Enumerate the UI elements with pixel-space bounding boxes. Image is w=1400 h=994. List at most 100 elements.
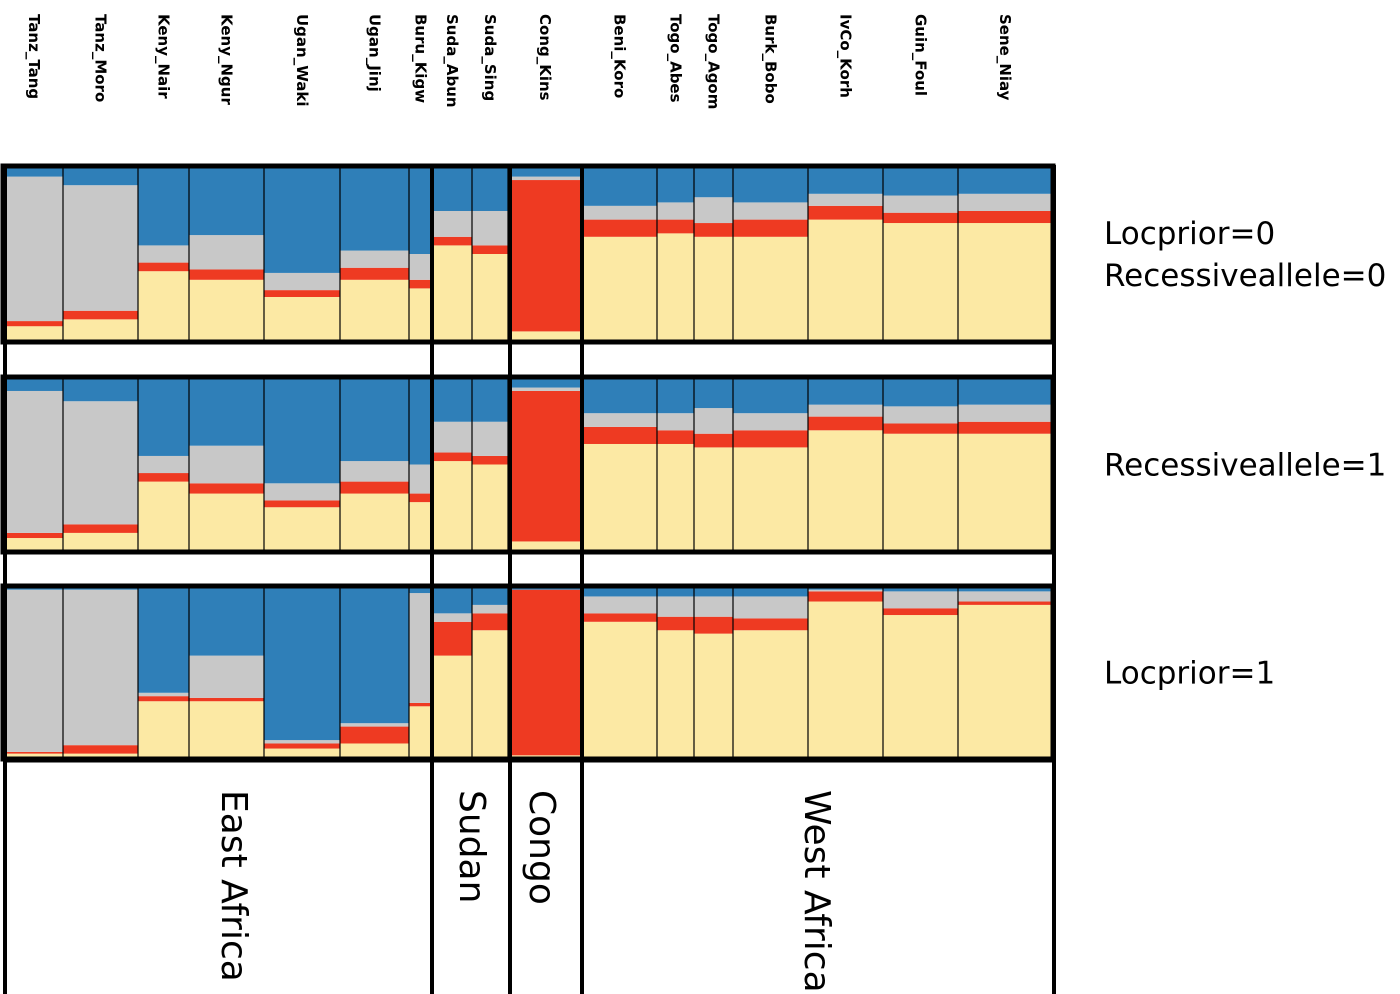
ancestry-bar-red xyxy=(340,481,409,494)
ancestry-bar-blue xyxy=(808,168,883,194)
panel-label: Locprior=1 xyxy=(1104,656,1275,692)
ancestry-bar-blue xyxy=(657,168,694,203)
ancestry-bar-red xyxy=(883,608,958,616)
ancestry-bar-blue xyxy=(808,379,883,405)
ancestry-bar-red xyxy=(189,269,264,280)
ancestry-bar-grey xyxy=(472,211,508,246)
ancestry-bar-grey xyxy=(883,406,958,424)
ancestry-bar-grey xyxy=(694,408,733,434)
ancestry-bar-red xyxy=(432,621,472,656)
population-label: Suda_Abun xyxy=(443,14,461,108)
ancestry-bar-grey xyxy=(340,723,409,727)
population-label: Sene_Niay xyxy=(996,14,1014,101)
ancestry-bar-grey xyxy=(694,596,733,617)
ancestry-bar-blue xyxy=(340,168,409,251)
ancestry-bar-blue xyxy=(472,588,508,605)
ancestry-bar-red xyxy=(138,473,189,482)
ancestry-bar-yellow xyxy=(657,630,694,757)
ancestry-bar-red xyxy=(189,483,264,494)
ancestry-bar-blue xyxy=(883,379,958,407)
population-label: Buru_Kigw xyxy=(412,14,430,103)
ancestry-bar-red xyxy=(472,455,508,465)
population-label: Keny_Ngur xyxy=(218,14,236,105)
ancestry-bar-blue xyxy=(432,379,472,422)
ancestry-bar-yellow xyxy=(264,748,340,757)
ancestry-bar-yellow xyxy=(733,630,808,757)
ancestry-bar-yellow xyxy=(138,701,189,757)
ancestry-bar-red xyxy=(508,390,582,542)
ancestry-bar-yellow xyxy=(432,245,472,340)
ancestry-bar-blue xyxy=(264,168,340,273)
ancestry-bar-grey xyxy=(472,604,508,614)
ancestry-bar-blue xyxy=(409,168,432,254)
ancestry-bar-red xyxy=(883,212,958,224)
ancestry-bar-red xyxy=(883,423,958,434)
ancestry-bar-yellow xyxy=(694,236,733,340)
ancestry-bar-yellow xyxy=(808,601,883,757)
ancestry-bar-grey xyxy=(958,591,1052,602)
ancestry-bar-yellow xyxy=(733,236,808,340)
ancestry-bar-yellow xyxy=(432,655,472,757)
ancestry-bar-grey xyxy=(657,202,694,220)
ancestry-bar-blue xyxy=(340,379,409,462)
ancestry-bar-grey xyxy=(189,445,264,484)
ancestry-bar-grey xyxy=(264,272,340,291)
ancestry-bar-yellow xyxy=(189,279,264,340)
ancestry-bar-blue xyxy=(472,168,508,211)
ancestry-bar-blue xyxy=(189,168,264,236)
ancestry-bar-yellow xyxy=(657,233,694,340)
ancestry-bar-grey xyxy=(63,401,138,525)
ancestry-bar-blue xyxy=(883,168,958,196)
ancestry-bar-yellow xyxy=(733,447,808,550)
ancestry-bar-yellow xyxy=(340,743,409,757)
ancestry-bar-red xyxy=(958,421,1052,434)
ancestry-bar-blue xyxy=(264,588,340,741)
ancestry-bar-yellow xyxy=(264,507,340,550)
ancestry-bar-red xyxy=(5,532,63,539)
ancestry-bar-yellow xyxy=(508,541,582,550)
ancestry-bar-red xyxy=(657,430,694,444)
ancestry-bar-red xyxy=(808,205,883,220)
region-label: Sudan xyxy=(451,790,492,903)
ancestry-bar-red xyxy=(508,589,582,756)
ancestry-bar-yellow xyxy=(808,219,883,340)
ancestry-bar-blue xyxy=(733,379,808,414)
ancestry-bar-grey xyxy=(189,655,264,698)
ancestry-bar-red xyxy=(808,416,883,431)
ancestry-bar-grey xyxy=(733,596,808,619)
ancestry-bar-grey xyxy=(63,185,138,311)
ancestry-bar-grey xyxy=(340,250,409,268)
ancestry-bar-red xyxy=(733,219,808,237)
ancestry-bar-red xyxy=(63,524,138,533)
ancestry-bar-grey xyxy=(582,596,657,614)
ancestry-bar-red xyxy=(808,591,883,602)
ancestry-bar-grey xyxy=(264,483,340,501)
ancestry-bar-yellow xyxy=(582,443,657,550)
ancestry-bar-yellow xyxy=(472,630,508,757)
ancestry-bar-red xyxy=(582,219,657,237)
ancestry-bar-grey xyxy=(432,421,472,453)
ancestry-bar-grey xyxy=(5,176,63,322)
panel-label: Recessiveallele=1 xyxy=(1104,448,1386,484)
ancestry-bar-red xyxy=(138,262,189,272)
ancestry-bar-yellow xyxy=(5,538,63,550)
ancestry-bar-red xyxy=(63,745,138,754)
ancestry-bar-yellow xyxy=(883,433,958,550)
ancestry-bar-red xyxy=(472,613,508,631)
ancestry-bar-yellow xyxy=(958,604,1052,757)
ancestry-bar-yellow xyxy=(409,706,432,757)
ancestry-bar-red xyxy=(63,310,138,320)
ancestry-bar-red xyxy=(264,500,340,508)
ancestry-bar-blue xyxy=(472,379,508,422)
ancestry-bar-yellow xyxy=(63,319,138,340)
ancestry-bar-blue xyxy=(189,379,264,446)
ancestry-bar-yellow xyxy=(340,279,409,340)
ancestry-bar-yellow xyxy=(340,493,409,550)
ancestry-bar-red xyxy=(958,211,1052,224)
ancestry-bar-blue xyxy=(958,379,1052,405)
ancestry-bar-yellow xyxy=(138,481,189,550)
ancestry-bar-red xyxy=(340,267,409,280)
ancestry-bar-grey xyxy=(409,254,432,280)
ancestry-bar-yellow xyxy=(582,621,657,757)
ancestry-bar-yellow xyxy=(189,493,264,550)
